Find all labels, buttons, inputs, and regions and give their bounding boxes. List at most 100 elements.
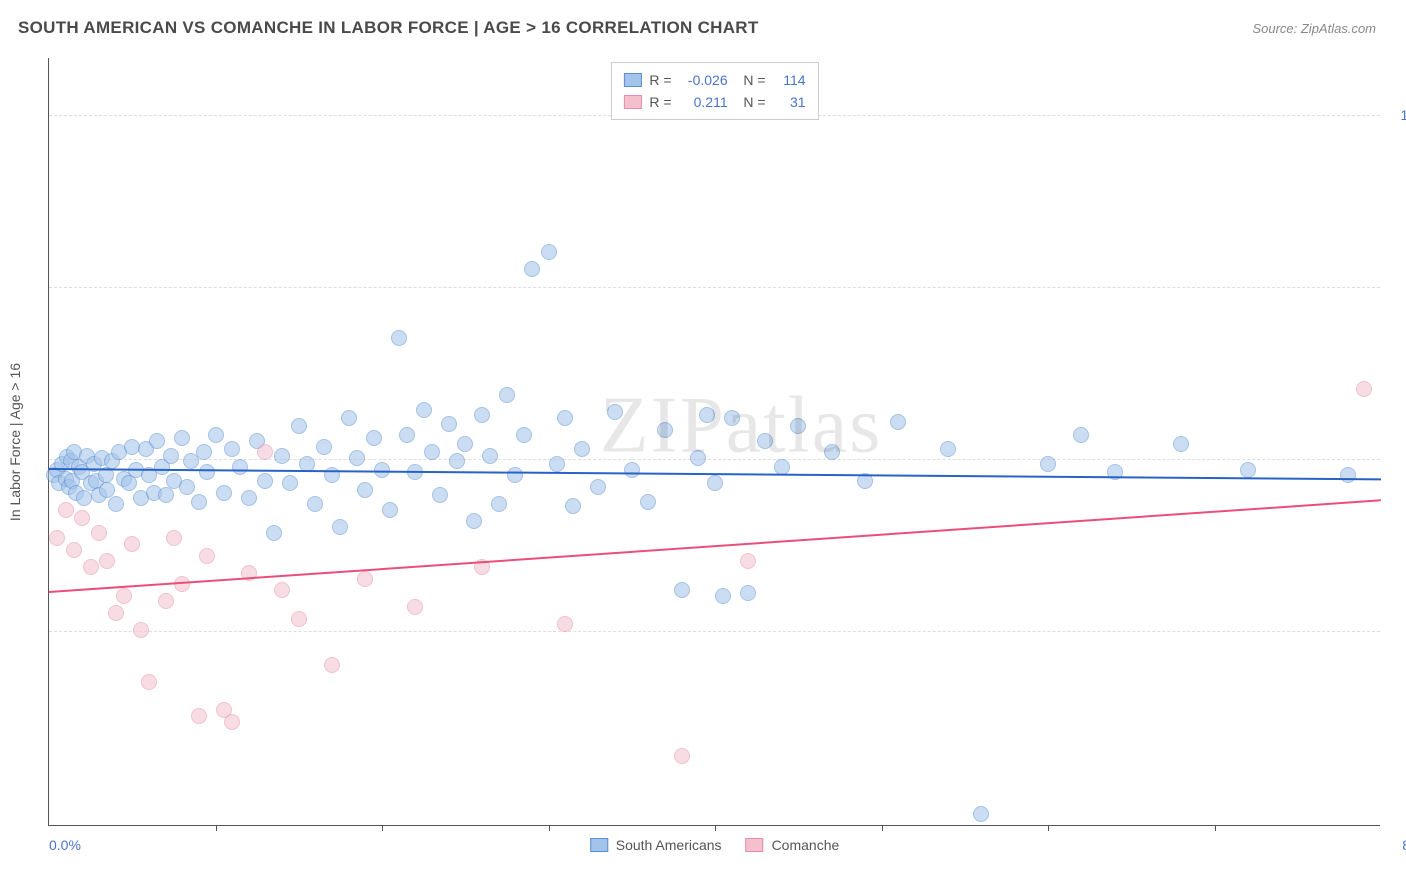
data-point: [457, 436, 473, 452]
legend-row-0: R = -0.026 N = 114: [623, 69, 805, 91]
data-point: [366, 430, 382, 446]
data-point: [740, 585, 756, 601]
data-point: [441, 416, 457, 432]
data-point: [99, 553, 115, 569]
data-point: [1356, 381, 1372, 397]
data-point: [549, 456, 565, 472]
data-point: [1240, 462, 1256, 478]
data-point: [149, 433, 165, 449]
data-point: [58, 502, 74, 518]
data-point: [690, 450, 706, 466]
data-point: [257, 444, 273, 460]
data-point: [565, 498, 581, 514]
data-point: [121, 475, 137, 491]
data-point: [341, 410, 357, 426]
data-point: [266, 525, 282, 541]
n-value-1: 31: [774, 91, 806, 113]
data-point: [557, 410, 573, 426]
data-point: [158, 593, 174, 609]
data-point: [208, 427, 224, 443]
data-point: [291, 418, 307, 434]
data-point: [624, 462, 640, 478]
data-point: [357, 482, 373, 498]
data-point: [1173, 436, 1189, 452]
data-point: [108, 496, 124, 512]
data-point: [607, 404, 623, 420]
source-label: Source: ZipAtlas.com: [1252, 21, 1376, 36]
data-point: [196, 444, 212, 460]
data-point: [224, 714, 240, 730]
data-point: [174, 576, 190, 592]
data-point: [91, 525, 107, 541]
data-point: [516, 427, 532, 443]
data-point: [1073, 427, 1089, 443]
data-point: [349, 450, 365, 466]
swatch-icon: [746, 838, 764, 852]
r-value-1: 0.211: [680, 91, 728, 113]
data-point: [590, 479, 606, 495]
data-point: [108, 605, 124, 621]
x-tick: [382, 825, 383, 831]
data-point: [66, 542, 82, 558]
data-point: [424, 444, 440, 460]
data-point: [724, 410, 740, 426]
data-point: [399, 427, 415, 443]
n-value-0: 114: [774, 69, 806, 91]
stat-label: R =: [649, 69, 671, 91]
data-point: [707, 475, 723, 491]
data-point: [163, 448, 179, 464]
data-point: [232, 459, 248, 475]
stat-label: N =: [736, 91, 766, 113]
data-point: [282, 475, 298, 491]
data-point: [224, 441, 240, 457]
data-point: [49, 530, 65, 546]
x-tick: [715, 825, 716, 831]
x-tick: [549, 825, 550, 831]
data-point: [524, 261, 540, 277]
data-point: [316, 439, 332, 455]
swatch-icon: [623, 95, 641, 109]
legend-item-0: South Americans: [590, 837, 722, 853]
data-point: [124, 536, 140, 552]
data-point: [1340, 467, 1356, 483]
data-point: [416, 402, 432, 418]
data-point: [324, 657, 340, 673]
data-point: [291, 611, 307, 627]
data-point: [740, 553, 756, 569]
data-point: [1040, 456, 1056, 472]
r-value-0: -0.026: [680, 69, 728, 91]
data-point: [674, 748, 690, 764]
x-tick: [216, 825, 217, 831]
data-point: [133, 622, 149, 638]
swatch-icon: [623, 73, 641, 87]
data-point: [179, 479, 195, 495]
x-tick: [1215, 825, 1216, 831]
data-point: [191, 494, 207, 510]
data-point: [407, 599, 423, 615]
data-point: [482, 448, 498, 464]
data-point: [824, 444, 840, 460]
stat-label: N =: [736, 69, 766, 91]
data-point: [274, 448, 290, 464]
plot-area: 55.0%70.0%85.0%100.0%: [49, 58, 1380, 825]
x-tick: [1048, 825, 1049, 831]
stat-label: R =: [649, 91, 671, 113]
data-point: [76, 490, 92, 506]
data-point: [715, 588, 731, 604]
data-point: [274, 582, 290, 598]
data-point: [166, 530, 182, 546]
chart-container: 55.0%70.0%85.0%100.0% In Labor Force | A…: [48, 58, 1380, 826]
x-axis-max-label: 80.0%: [1402, 837, 1406, 853]
gridline: [49, 287, 1380, 288]
data-point: [257, 473, 273, 489]
data-point: [382, 502, 398, 518]
data-point: [199, 464, 215, 480]
data-point: [174, 430, 190, 446]
data-point: [757, 433, 773, 449]
gridline: [49, 459, 1380, 460]
x-tick: [882, 825, 883, 831]
data-point: [699, 407, 715, 423]
legend-label: South Americans: [616, 837, 722, 853]
data-point: [432, 487, 448, 503]
data-point: [541, 244, 557, 260]
